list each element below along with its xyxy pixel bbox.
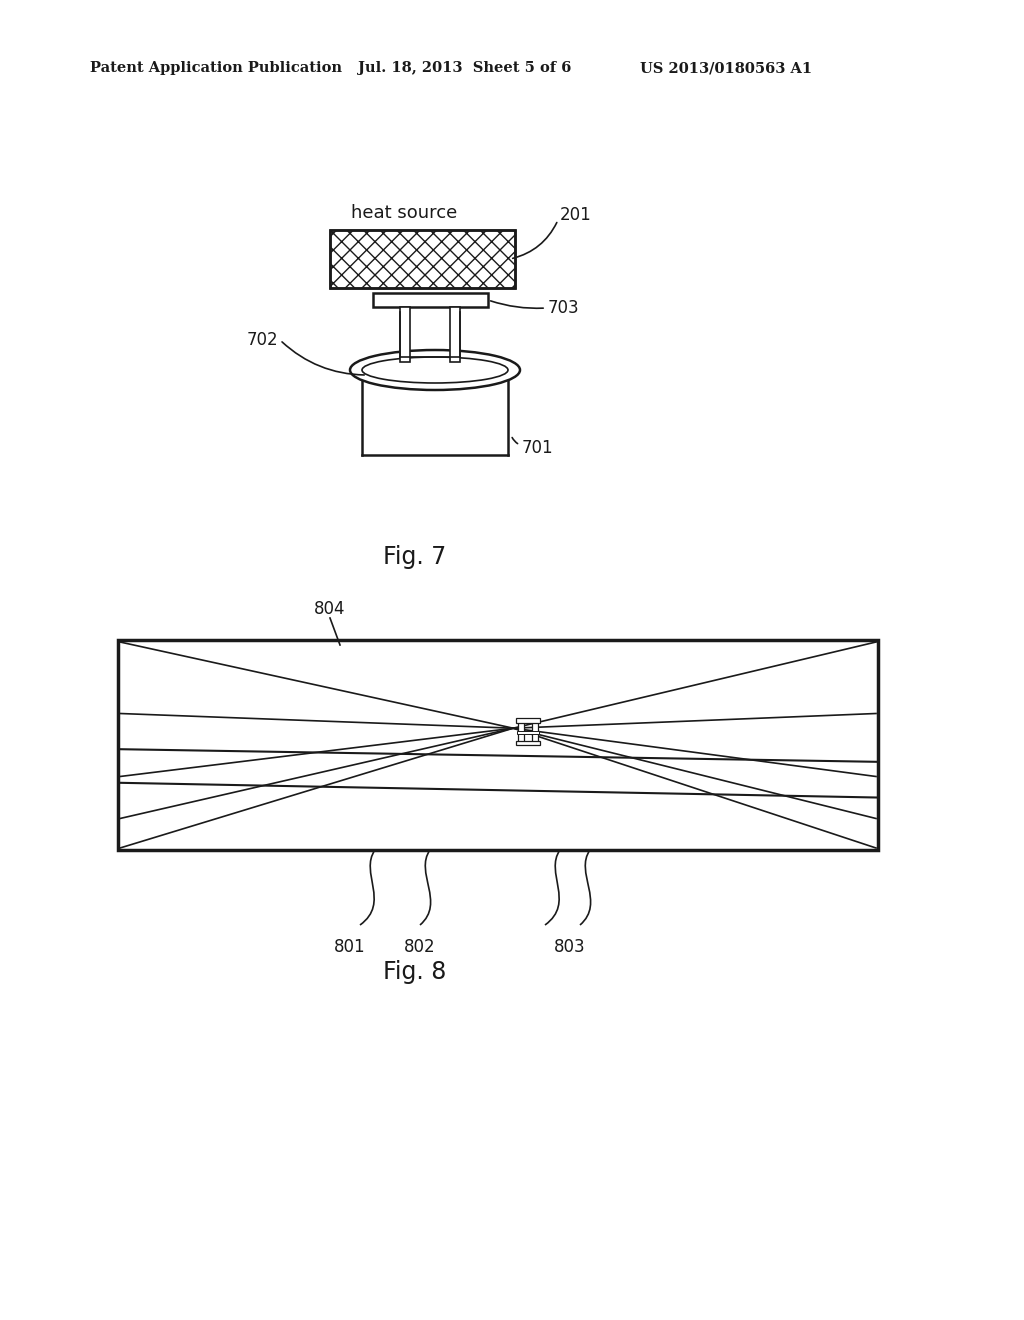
Text: Fig. 8: Fig. 8 — [383, 960, 446, 983]
Ellipse shape — [350, 350, 520, 389]
Bar — [330, 230, 515, 288]
Text: 801: 801 — [334, 939, 366, 956]
Text: Fig. 7: Fig. 7 — [383, 545, 446, 569]
Text: Jul. 18, 2013  Sheet 5 of 6: Jul. 18, 2013 Sheet 5 of 6 — [358, 61, 571, 75]
Text: 802: 802 — [404, 939, 436, 956]
Ellipse shape — [362, 356, 508, 383]
Bar — [516, 718, 541, 722]
Bar — [518, 722, 524, 743]
Bar — [330, 230, 515, 288]
Text: 804: 804 — [314, 601, 346, 618]
Bar — [373, 293, 488, 308]
Text: 803: 803 — [554, 939, 586, 956]
Bar — [400, 308, 410, 362]
Bar — [450, 308, 460, 362]
Text: Patent Application Publication: Patent Application Publication — [90, 61, 342, 75]
Text: heat source: heat source — [351, 205, 457, 222]
Text: US 2013/0180563 A1: US 2013/0180563 A1 — [640, 61, 812, 75]
Text: 201: 201 — [560, 206, 592, 224]
Text: 701: 701 — [522, 440, 554, 457]
Text: 702: 702 — [247, 331, 278, 348]
Bar — [532, 722, 539, 743]
Bar — [516, 741, 541, 744]
Bar — [118, 640, 878, 850]
Text: 703: 703 — [548, 300, 580, 317]
Bar — [517, 730, 540, 734]
Bar — [330, 230, 515, 288]
